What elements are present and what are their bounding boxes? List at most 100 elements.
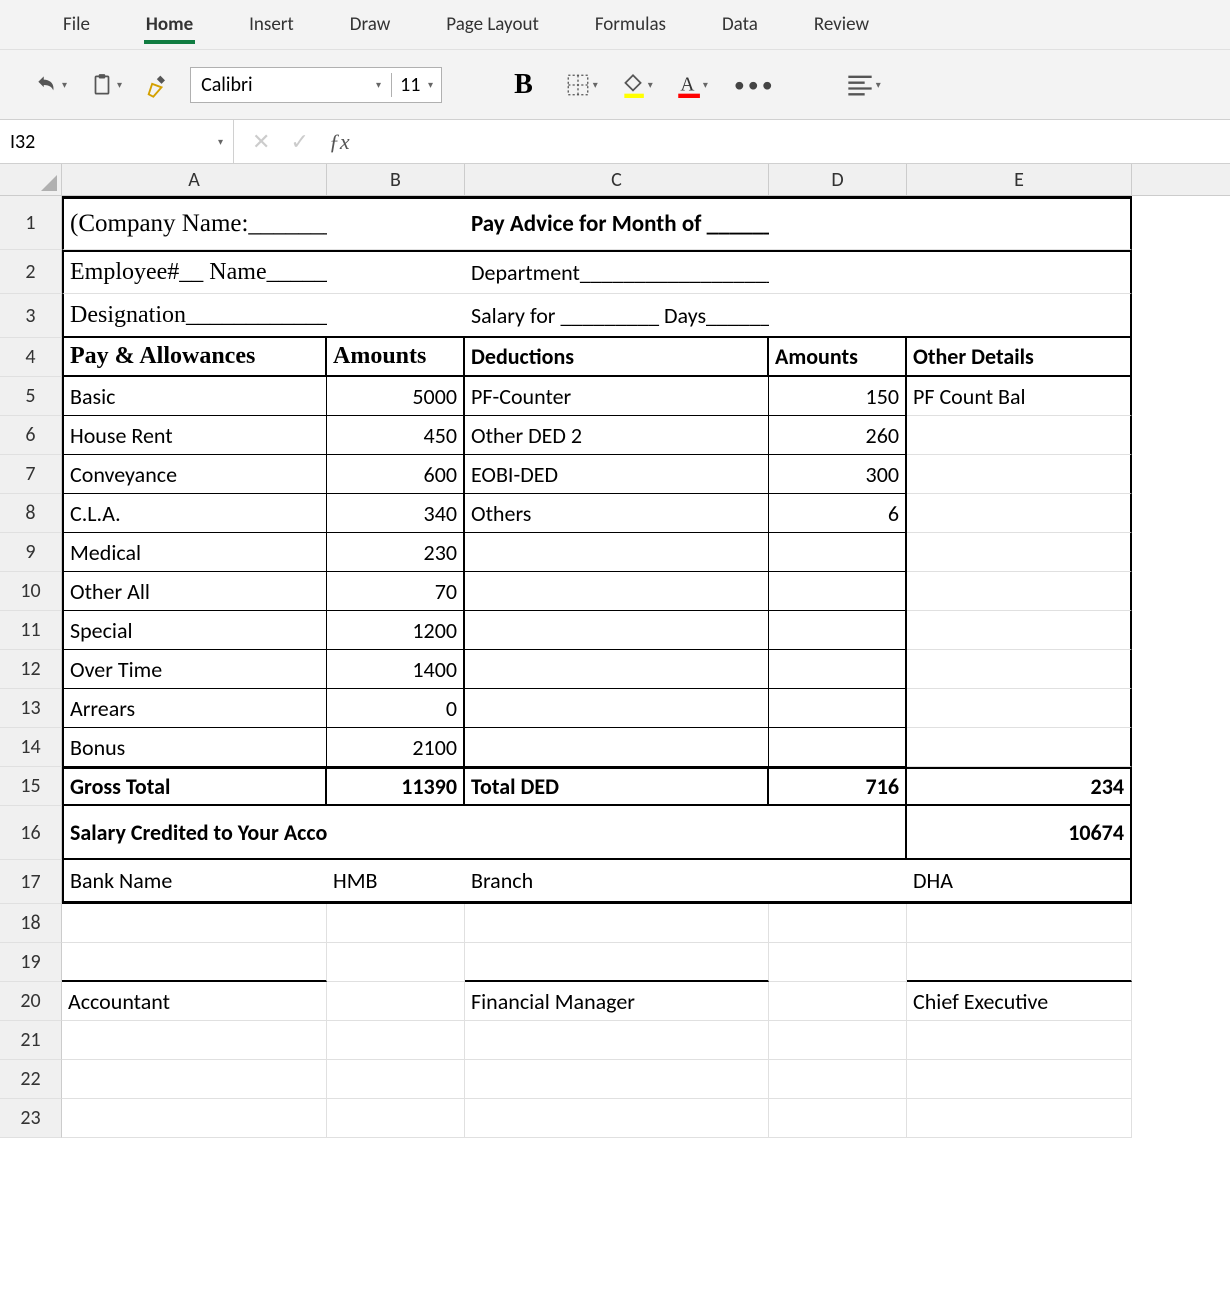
tab-formulas[interactable]: Formulas: [567, 1, 694, 48]
cell-E16[interactable]: 10674: [907, 806, 1132, 860]
row-header[interactable]: 5: [0, 377, 62, 416]
row-header[interactable]: 13: [0, 689, 62, 728]
cell-E15[interactable]: 234: [907, 767, 1132, 806]
formula-input[interactable]: [368, 120, 1230, 163]
cell-B8[interactable]: 340: [327, 494, 465, 533]
row-header[interactable]: 22: [0, 1060, 62, 1099]
cell-B16[interactable]: [327, 806, 465, 860]
cell-A15[interactable]: Gross Total: [62, 767, 327, 806]
cell-E13[interactable]: [907, 689, 1132, 728]
cell[interactable]: [62, 1099, 327, 1138]
cell-E9[interactable]: [907, 533, 1132, 572]
cell-E6[interactable]: [907, 416, 1132, 455]
row-header[interactable]: 20: [0, 982, 62, 1021]
cell-D8[interactable]: 6: [769, 494, 907, 533]
select-all-corner[interactable]: [0, 164, 62, 195]
cell-E20[interactable]: Chief Executive: [907, 982, 1132, 1021]
tab-review[interactable]: Review: [786, 1, 897, 48]
col-header-D[interactable]: D: [769, 164, 907, 195]
cell[interactable]: [907, 1099, 1132, 1138]
cell-C2[interactable]: Department_______________________: [465, 250, 769, 294]
cell-E11[interactable]: [907, 611, 1132, 650]
cell-E1[interactable]: [907, 196, 1132, 250]
cancel-icon[interactable]: ✕: [252, 128, 270, 155]
cell-D4[interactable]: Amounts: [769, 338, 907, 377]
cell-A8[interactable]: C.L.A.: [62, 494, 327, 533]
cell-E14[interactable]: [907, 728, 1132, 767]
cell[interactable]: [769, 1021, 907, 1060]
cell-C17[interactable]: Branch: [465, 860, 769, 904]
row-header[interactable]: 1: [0, 196, 62, 250]
row-header[interactable]: 10: [0, 572, 62, 611]
cell-E19[interactable]: [907, 943, 1132, 982]
cell-D6[interactable]: 260: [769, 416, 907, 455]
row-header[interactable]: 15: [0, 767, 62, 806]
tab-file[interactable]: File: [35, 1, 118, 48]
cell-D19[interactable]: [769, 943, 907, 982]
tab-draw[interactable]: Draw: [322, 1, 418, 48]
cell-D11[interactable]: [769, 611, 907, 650]
cell[interactable]: [62, 1021, 327, 1060]
tab-data[interactable]: Data: [694, 1, 786, 48]
cell-A19[interactable]: [62, 943, 327, 982]
cell-B20[interactable]: [327, 982, 465, 1021]
enter-icon[interactable]: ✓: [290, 128, 308, 155]
cell-B15[interactable]: 11390: [327, 767, 465, 806]
cell-E3[interactable]: [907, 294, 1132, 338]
cell-C10[interactable]: [465, 572, 769, 611]
cell-B7[interactable]: 600: [327, 455, 465, 494]
cell-E5[interactable]: PF Count Bal: [907, 377, 1132, 416]
cell-A5[interactable]: Basic: [62, 377, 327, 416]
cell-C14[interactable]: [465, 728, 769, 767]
cell-A17[interactable]: Bank Name: [62, 860, 327, 904]
cell-C9[interactable]: [465, 533, 769, 572]
cell-C20[interactable]: Financial Manager: [465, 982, 769, 1021]
cell-D17[interactable]: [769, 860, 907, 904]
cell-E10[interactable]: [907, 572, 1132, 611]
cell-A16[interactable]: Salary Credited to Your Account#: [62, 806, 327, 860]
cell-D10[interactable]: [769, 572, 907, 611]
cell-A14[interactable]: Bonus: [62, 728, 327, 767]
cell-A11[interactable]: Special: [62, 611, 327, 650]
row-header[interactable]: 6: [0, 416, 62, 455]
cell-D7[interactable]: 300: [769, 455, 907, 494]
cell-B18[interactable]: [327, 904, 465, 943]
align-button[interactable]: ▾: [842, 67, 885, 103]
cell-D3[interactable]: [769, 294, 907, 338]
cell-A13[interactable]: Arrears: [62, 689, 327, 728]
paste-button[interactable]: ▾: [85, 67, 126, 103]
cell-B2[interactable]: [327, 250, 465, 294]
font-color-button[interactable]: A ▾: [671, 67, 712, 103]
cell-B9[interactable]: 230: [327, 533, 465, 572]
cell-A9[interactable]: Medical: [62, 533, 327, 572]
chevron-down-icon[interactable]: ▾: [428, 78, 433, 91]
cell-C4[interactable]: Deductions: [465, 338, 769, 377]
cell-C1[interactable]: Pay Advice for Month of ____________: [465, 196, 769, 250]
cell-B13[interactable]: 0: [327, 689, 465, 728]
cell-D20[interactable]: [769, 982, 907, 1021]
row-header[interactable]: 21: [0, 1021, 62, 1060]
row-header[interactable]: 12: [0, 650, 62, 689]
col-header-B[interactable]: B: [327, 164, 465, 195]
cell-E18[interactable]: [907, 904, 1132, 943]
row-header[interactable]: 14: [0, 728, 62, 767]
cell-D5[interactable]: 150: [769, 377, 907, 416]
cell-D13[interactable]: [769, 689, 907, 728]
cell[interactable]: [907, 1021, 1132, 1060]
cell[interactable]: [327, 1099, 465, 1138]
cell-E4[interactable]: Other Details: [907, 338, 1132, 377]
cell[interactable]: [62, 1060, 327, 1099]
cell-E17[interactable]: DHA: [907, 860, 1132, 904]
cell-C3[interactable]: Salary for _________ Days___________: [465, 294, 769, 338]
row-header[interactable]: 9: [0, 533, 62, 572]
name-box[interactable]: I32 ▾: [0, 120, 234, 163]
cell[interactable]: [465, 1021, 769, 1060]
row-header[interactable]: 4: [0, 338, 62, 377]
tab-page-layout[interactable]: Page Layout: [418, 1, 567, 48]
cell-B1[interactable]: [327, 196, 465, 250]
cell[interactable]: [465, 1099, 769, 1138]
cell-A2[interactable]: Employee#__ Name________: [62, 250, 327, 294]
cell-E2[interactable]: [907, 250, 1132, 294]
cell-A18[interactable]: [62, 904, 327, 943]
chevron-down-icon[interactable]: ▾: [376, 78, 381, 91]
